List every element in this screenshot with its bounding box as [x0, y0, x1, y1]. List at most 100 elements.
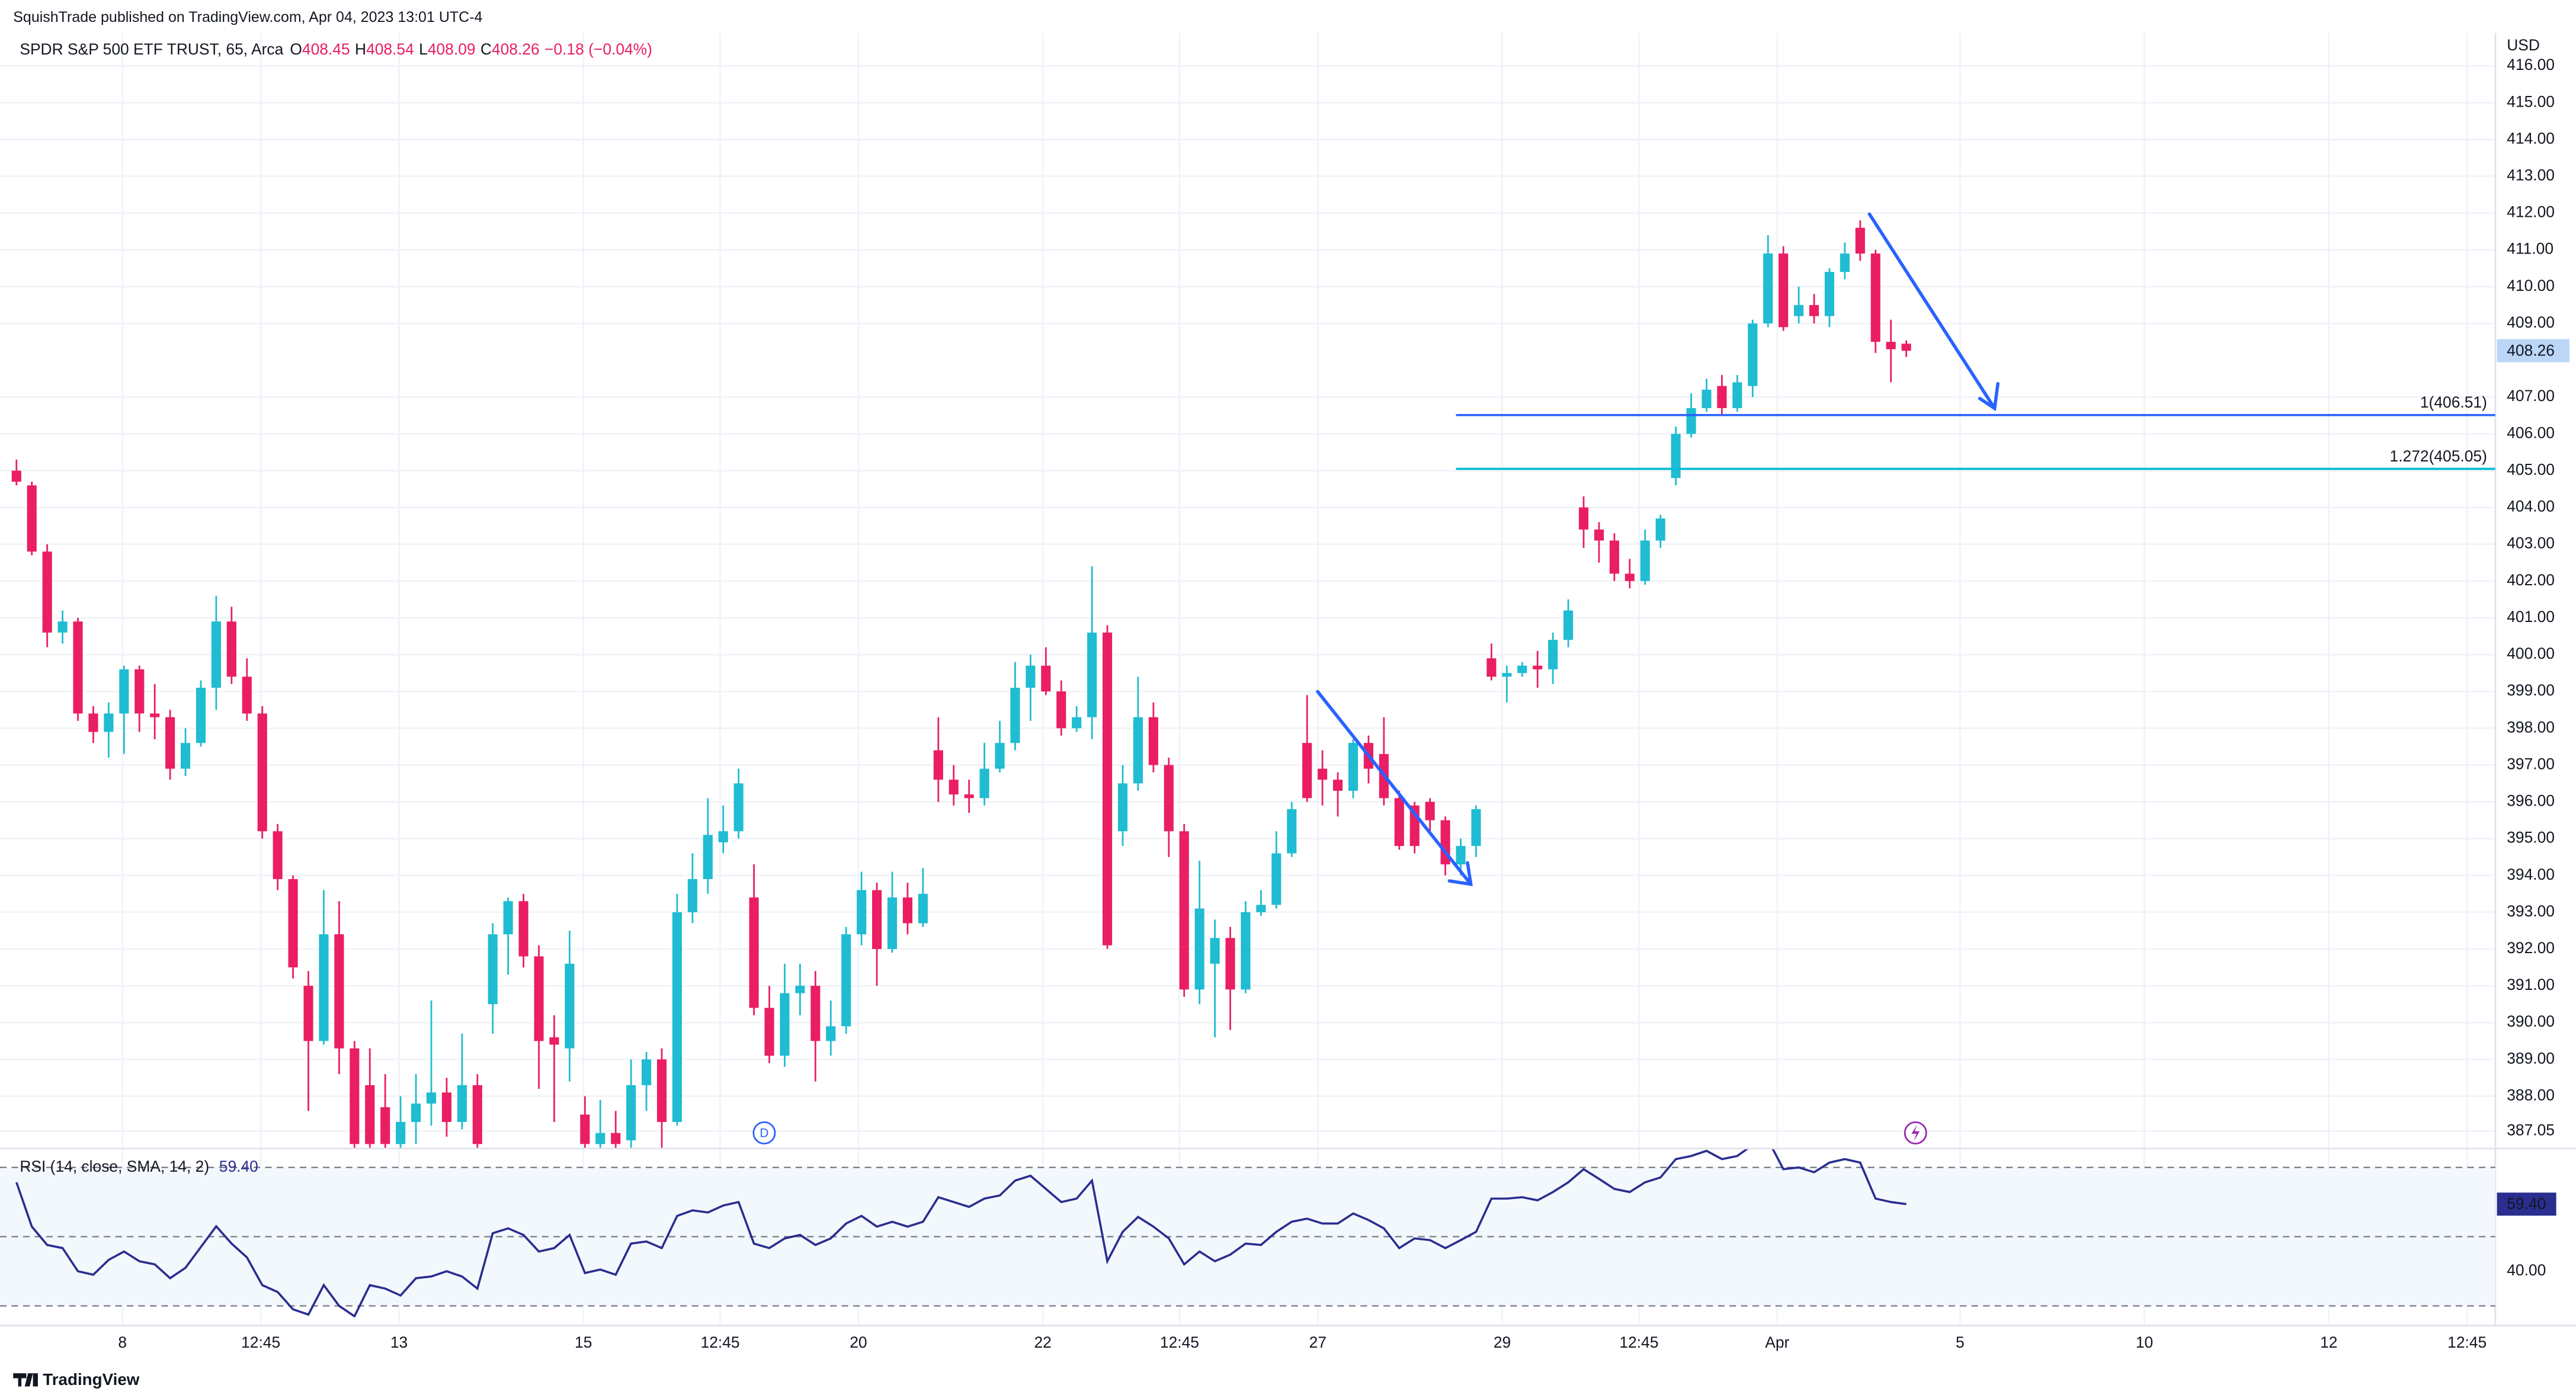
- candle-body: [626, 1085, 636, 1141]
- candle-body: [534, 956, 544, 1041]
- candle-body: [1794, 304, 1804, 316]
- candle-body: [964, 794, 974, 799]
- candle-body: [503, 901, 513, 935]
- candle-body: [1026, 665, 1036, 688]
- candle-body: [580, 1114, 590, 1144]
- candle-body: [795, 986, 805, 993]
- candle-body: [749, 897, 759, 1008]
- candle-body: [441, 1092, 451, 1122]
- y-tick-label: 389.00: [2507, 1049, 2555, 1067]
- y-tick-label: 392.00: [2507, 939, 2555, 957]
- rsi-badge-label: 59.40: [2507, 1195, 2546, 1213]
- candle-body: [119, 669, 129, 714]
- candle-body: [979, 768, 989, 799]
- axes: 8 12:45 13 15 12:45 20 22 12:45 27 29 12:45 Apr 5 10 1…: [118, 56, 2569, 1351]
- x-tick-label: 12:45: [241, 1333, 280, 1351]
- candle-body: [211, 621, 221, 688]
- candle-body: [1686, 408, 1696, 434]
- candle-body: [1717, 386, 1727, 408]
- candle-body: [242, 676, 252, 714]
- candle-body: [165, 717, 175, 769]
- y-tick-label: 388.00: [2507, 1086, 2555, 1104]
- x-tick-label: Apr: [1765, 1333, 1789, 1351]
- y-tick-label: 391.00: [2507, 976, 2555, 993]
- candle-body: [1625, 573, 1635, 581]
- candle-body: [857, 890, 867, 935]
- candle-body: [656, 1059, 667, 1122]
- candle-body: [150, 713, 160, 717]
- quote-change: −0.18 (−0.04%): [544, 40, 652, 58]
- candle-body: [1732, 382, 1742, 408]
- quote-value: 408.54: [366, 40, 414, 58]
- x-tick-label: 20: [850, 1333, 867, 1351]
- fib-label: 1.272(405.05): [2390, 447, 2487, 465]
- fib-label: 1(406.51): [2420, 393, 2487, 411]
- y-tick-label: 409.00: [2507, 313, 2555, 331]
- y-tick-label: 416.00: [2507, 56, 2555, 73]
- y-tick-label: 412.00: [2507, 203, 2555, 221]
- candle-body: [303, 986, 313, 1041]
- candle-body: [949, 780, 959, 795]
- y-tick-label: 401.00: [2507, 608, 2555, 626]
- candle-body: [1655, 518, 1665, 541]
- logo-icon: [13, 1373, 38, 1387]
- price-badge-label: 408.26: [2507, 341, 2555, 359]
- candle-body: [1394, 798, 1404, 847]
- dividend-marker[interactable]: [752, 1121, 776, 1144]
- candle-body: [457, 1085, 467, 1122]
- candle-body: [1456, 846, 1466, 865]
- candle-body: [810, 986, 821, 1041]
- candle-body: [826, 1026, 836, 1041]
- quote-value: 408.09: [428, 40, 476, 58]
- candle-body: [1148, 717, 1158, 765]
- candle-body: [565, 963, 575, 1048]
- candle-body: [1302, 743, 1312, 799]
- x-tick-label: 12:45: [2447, 1333, 2487, 1351]
- candle-body: [1241, 912, 1251, 990]
- candle-body: [1210, 938, 1220, 964]
- y-tick-label: 405.00: [2507, 460, 2555, 478]
- y-tick-label: 414.00: [2507, 129, 2555, 147]
- y-tick-label: 395.00: [2507, 829, 2555, 847]
- candle-body: [1471, 809, 1481, 847]
- candle-body: [549, 1037, 559, 1045]
- candle-body: [1348, 743, 1359, 791]
- quote-prefix: O: [290, 40, 302, 58]
- candle-body: [57, 621, 68, 633]
- candle-body: [1763, 253, 1773, 324]
- candle-body: [350, 1048, 360, 1144]
- candle-body: [1056, 691, 1066, 729]
- rsi-pane: [0, 1149, 2495, 1317]
- x-tick-label: 8: [118, 1333, 127, 1351]
- candle-body: [42, 551, 52, 633]
- candle-body: [1609, 540, 1619, 574]
- candle-body: [1824, 272, 1834, 316]
- trend-arrows: [1316, 212, 2000, 887]
- quote-value: 408.45: [302, 40, 350, 58]
- candle-body: [933, 750, 943, 780]
- candle-body: [488, 934, 498, 1005]
- x-tick-label: 27: [1309, 1333, 1327, 1351]
- x-tick-label: 10: [2136, 1333, 2153, 1351]
- y-tick-label: 399.00: [2507, 681, 2555, 699]
- y-tick-label: 387.05: [2507, 1121, 2555, 1139]
- candle-body: [1333, 780, 1343, 791]
- candle-body: [642, 1059, 652, 1085]
- candle-body: [334, 934, 344, 1048]
- candle-body: [1640, 540, 1650, 581]
- candle-body: [1486, 658, 1497, 677]
- candle-body: [1425, 801, 1435, 820]
- candle-body: [1287, 809, 1297, 854]
- candle-body: [1194, 908, 1204, 990]
- candle-body: [411, 1103, 421, 1122]
- candle-body: [27, 485, 37, 552]
- dividend-label: D: [760, 1126, 768, 1140]
- candle-body: [1840, 253, 1850, 272]
- candle-body: [11, 470, 21, 482]
- candle-body: [1748, 323, 1758, 386]
- candle-body: [396, 1121, 406, 1144]
- y-tick-label: 402.00: [2507, 571, 2555, 589]
- candle-body: [73, 621, 83, 714]
